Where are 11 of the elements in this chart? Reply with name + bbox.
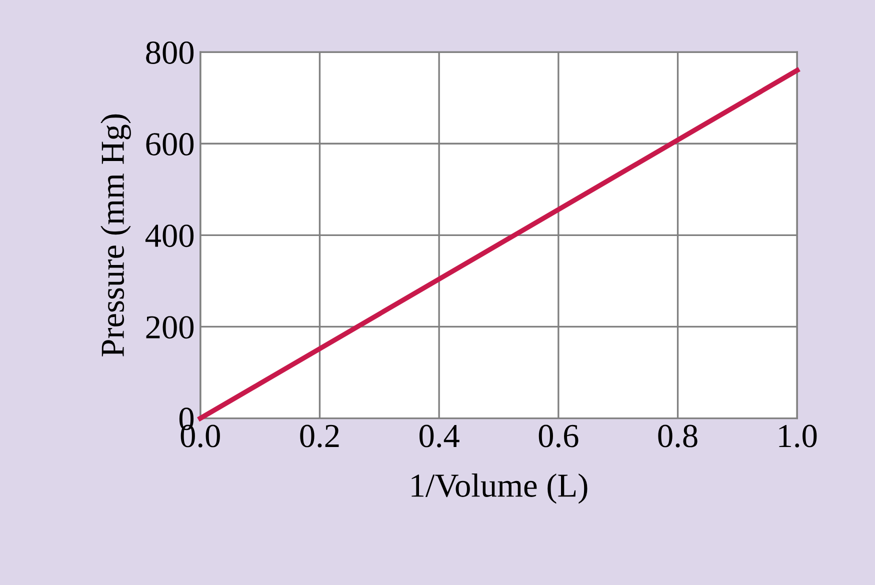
y-tick-label: 200 (146, 316, 194, 339)
x-tick-label: 0.4 (420, 424, 460, 448)
y-axis-title: Pressure (mm Hg) (100, 114, 131, 356)
y-tick-label: 600 (146, 133, 194, 156)
x-tick-label: 1.0 (779, 424, 817, 448)
x-tick-label: 0.8 (658, 424, 698, 448)
x-axis-title: 1/Volume (L) (412, 474, 588, 504)
y-tick-label: 400 (145, 224, 194, 248)
x-tick-label: 0.2 (300, 424, 339, 448)
x-tick-label: 0.6 (538, 424, 578, 448)
y-tick-label: 800 (146, 41, 194, 64)
